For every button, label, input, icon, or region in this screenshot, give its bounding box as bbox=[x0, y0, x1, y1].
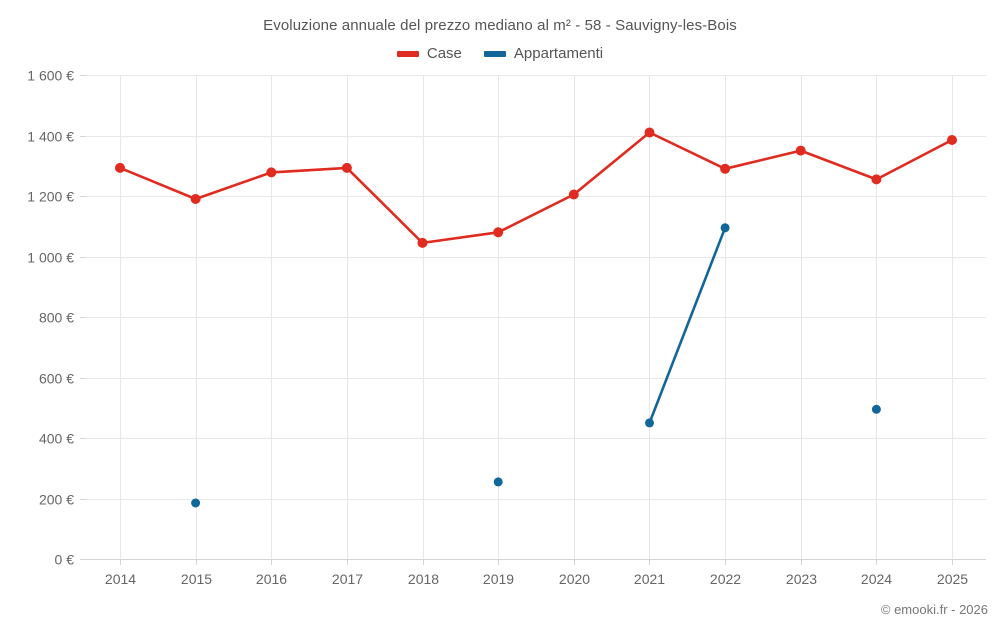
data-point-marker[interactable] bbox=[645, 418, 654, 428]
y-tick-label: 0 € bbox=[55, 552, 75, 568]
gridlines bbox=[86, 75, 986, 559]
y-tick-label: 200 € bbox=[39, 492, 74, 508]
y-tick-label: 400 € bbox=[39, 431, 74, 447]
data-point-marker[interactable] bbox=[871, 404, 881, 414]
data-point-marker[interactable] bbox=[266, 167, 277, 178]
x-axis: 2014 2015 2016 2017 2018 2019 2020 2021 2022 2023… bbox=[86, 559, 986, 587]
series-case bbox=[115, 127, 957, 248]
y-tick-label: 600 € bbox=[39, 371, 74, 387]
data-point-marker[interactable] bbox=[795, 145, 806, 156]
data-point-marker[interactable] bbox=[115, 162, 125, 173]
legend-swatch-case bbox=[396, 50, 419, 57]
series-line bbox=[648, 226, 727, 425]
y-tick-label: 800 € bbox=[39, 310, 74, 326]
legend-label-case: Case bbox=[426, 45, 462, 62]
x-tick-label: 2016 bbox=[256, 571, 287, 587]
x-tick-label: 2020 bbox=[559, 571, 590, 587]
legend-item-appartamenti[interactable]: Appartamenti bbox=[483, 45, 604, 62]
chart-title: Evoluzione annuale del prezzo mediano al… bbox=[263, 17, 737, 34]
chart-legend: Case Appartamenti bbox=[0, 45, 1000, 62]
data-point-marker[interactable] bbox=[493, 477, 503, 487]
data-point-marker[interactable] bbox=[191, 498, 201, 508]
legend-swatch-appartamenti bbox=[483, 50, 506, 57]
x-tick-label: 2019 bbox=[483, 571, 514, 587]
x-tick-label: 2018 bbox=[408, 571, 439, 587]
data-point-marker[interactable] bbox=[871, 174, 882, 185]
x-tick-label: 2024 bbox=[861, 571, 892, 587]
credit-text: © emooki.fr - 2026 bbox=[880, 602, 988, 617]
data-point-marker[interactable] bbox=[493, 227, 504, 238]
data-point-marker[interactable] bbox=[644, 127, 655, 138]
data-point-marker[interactable] bbox=[190, 194, 201, 204]
data-point-marker[interactable] bbox=[341, 162, 352, 173]
x-tick-label: 2015 bbox=[181, 571, 212, 587]
data-point-marker[interactable] bbox=[417, 237, 428, 248]
x-tick-label: 2022 bbox=[710, 571, 741, 587]
data-series bbox=[115, 127, 957, 508]
data-point-marker[interactable] bbox=[720, 223, 730, 233]
x-tick-label: 2025 bbox=[937, 571, 968, 587]
data-point-marker[interactable] bbox=[947, 135, 957, 145]
x-tick-label: 2021 bbox=[634, 571, 665, 587]
y-tick-label: 1 600 € bbox=[27, 68, 74, 84]
series-appartamenti bbox=[191, 223, 881, 508]
x-tick-label: 2014 bbox=[105, 571, 136, 587]
series-line bbox=[118, 131, 954, 245]
data-point-marker[interactable] bbox=[720, 163, 731, 174]
x-tick-label: 2017 bbox=[332, 571, 363, 587]
data-point-marker[interactable] bbox=[568, 189, 579, 200]
legend-label-appartamenti: Appartamenti bbox=[513, 45, 604, 62]
x-tick-label: 2023 bbox=[786, 571, 817, 587]
y-tick-label: 1 200 € bbox=[27, 189, 74, 205]
y-tick-label: 1 400 € bbox=[27, 129, 74, 145]
legend-item-case[interactable]: Case bbox=[396, 45, 462, 62]
y-tick-label: 1 000 € bbox=[27, 250, 74, 266]
y-axis: 0 € 200 € 400 € 600 € 800 € 1 000 € 1 200 € 1 4… bbox=[27, 68, 86, 568]
